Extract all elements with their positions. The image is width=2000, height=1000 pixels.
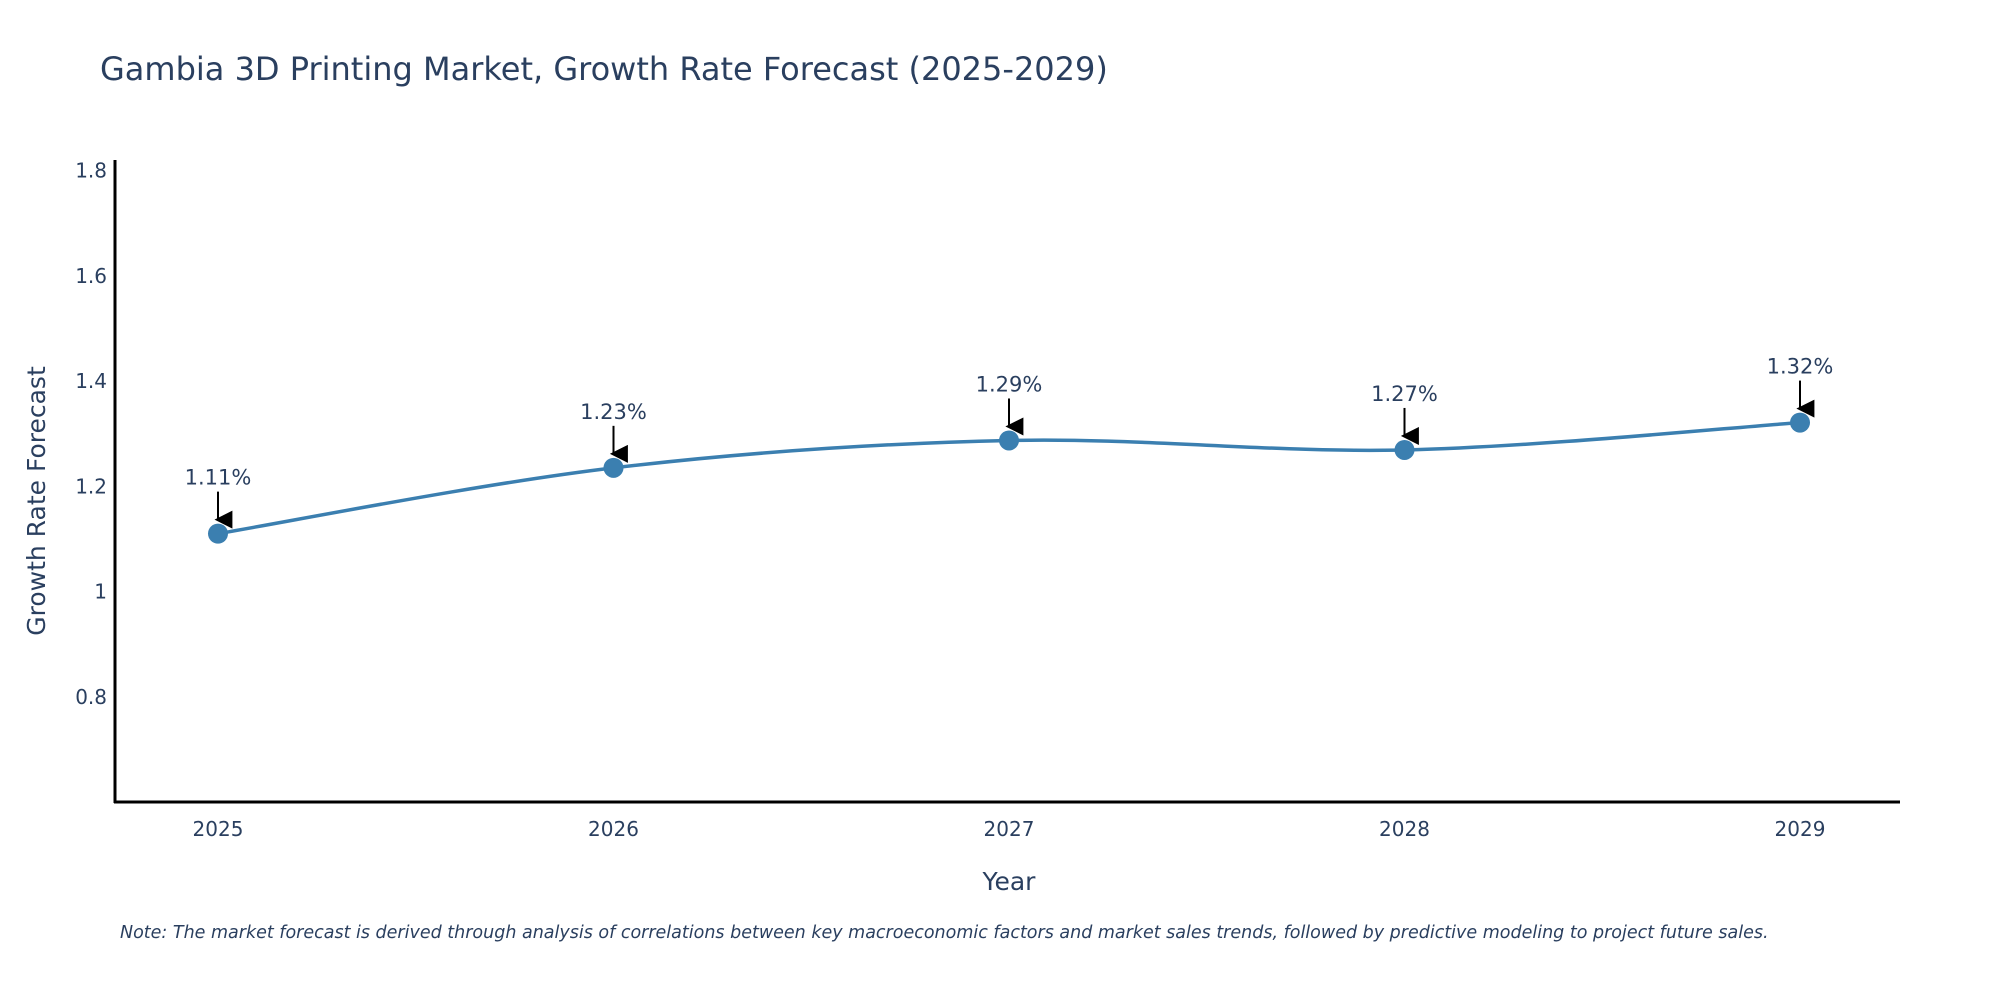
data-label: 1.32% [1767,355,1834,379]
y-axis-title: Growth Rate Forecast [22,366,51,636]
x-tick-label: 2025 [193,817,244,841]
chart-title: Gambia 3D Printing Market, Growth Rate F… [100,50,1108,88]
x-tick-label: 2029 [1775,817,1826,841]
x-tick-label: 2027 [984,817,1035,841]
x-tick-label: 2028 [1379,817,1430,841]
data-point-marker [1394,439,1415,460]
data-label-annotations: 1.11% 1.23% 1.29% 1.27% 1.32% [185,355,1834,529]
data-point-marker [603,457,624,478]
data-label: 1.27% [1371,382,1438,406]
x-tick-label: 2026 [588,817,639,841]
footnote: Note: The market forecast is derived thr… [120,923,1769,943]
data-point-marker [999,430,1019,451]
y-tick-label: 1.4 [75,369,107,393]
x-axis-title: Year [982,867,1037,896]
y-axis-ticks: 0.8 1 1.2 1.4 1.6 1.8 [75,159,107,709]
data-point-marker [1790,412,1810,433]
y-tick-label: 1.2 [75,474,107,498]
data-label: 1.11% [185,466,252,490]
y-tick-label: 1 [94,580,107,604]
data-label: 1.23% [580,400,647,424]
y-tick-label: 0.8 [75,685,107,709]
data-point-marker [208,523,228,544]
x-axis-ticks: 2025 2026 2027 2028 2029 [193,817,1826,841]
data-label: 1.29% [976,372,1043,396]
y-tick-label: 1.8 [75,159,107,183]
y-tick-label: 1.6 [75,264,107,288]
data-markers [208,412,1810,544]
